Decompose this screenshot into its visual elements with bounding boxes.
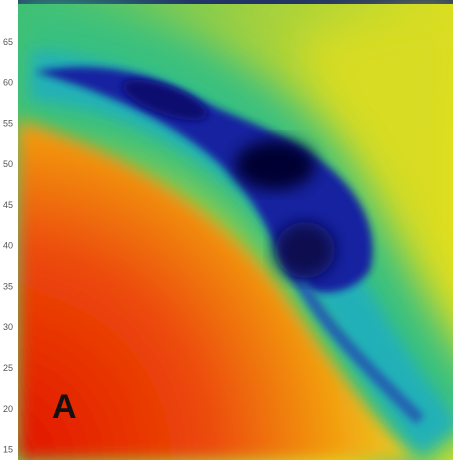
y-tick-label: 30 <box>3 322 13 332</box>
y-tick-label: 40 <box>3 241 13 251</box>
y-tick-label: 20 <box>3 404 13 414</box>
panel-label: A <box>52 388 77 426</box>
y-tick-label: 60 <box>3 78 13 88</box>
y-axis: 15 20 25 30 35 40 45 50 55 60 65 <box>3 37 13 455</box>
y-tick-label: 55 <box>3 118 13 128</box>
y-tick-label: 25 <box>3 363 13 373</box>
y-tick-label: 65 <box>3 37 13 47</box>
y-tick-label: 50 <box>3 159 13 169</box>
map-figure: A 15 20 25 30 35 40 45 50 55 60 65 <box>0 0 453 460</box>
y-tick-label: 35 <box>3 281 13 291</box>
y-tick-label: 15 <box>3 445 13 455</box>
y-tick-label: 45 <box>3 200 13 210</box>
terrain-image <box>18 0 453 460</box>
